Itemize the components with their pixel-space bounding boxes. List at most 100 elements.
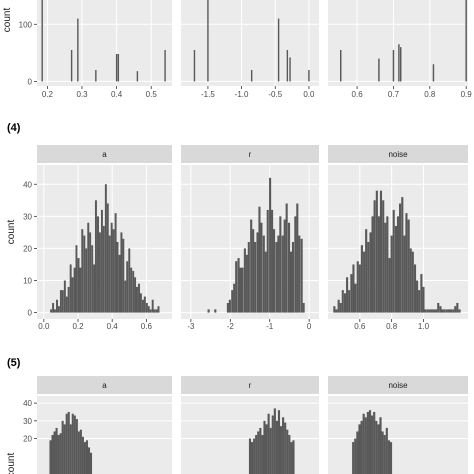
histogram-bar (387, 440, 390, 474)
histogram-bar (147, 306, 150, 313)
histogram-bar (59, 433, 62, 474)
histogram-bar (124, 280, 127, 313)
histogram-bar (281, 235, 284, 313)
histogram-bar (155, 309, 158, 313)
histogram-bar (241, 267, 244, 313)
panel-tag: (4) (7, 122, 21, 134)
facet-strip-label: noise (388, 381, 408, 390)
histogram-bar (416, 280, 419, 313)
x-tick-label: 0.0 (303, 90, 315, 99)
x-tick-label: 0.6 (354, 322, 366, 331)
histogram-bar (352, 264, 355, 313)
y-tick-label: 30 (23, 212, 32, 221)
histogram-bar (277, 235, 280, 313)
panel-background (328, 396, 468, 474)
x-tick-label: 0.2 (42, 90, 54, 99)
histogram-bar (365, 229, 368, 313)
histogram-bar (85, 248, 88, 313)
histogram-bar (75, 245, 78, 313)
histogram-bar (153, 309, 156, 313)
panel-background (328, 0, 468, 86)
histogram-bar (287, 222, 291, 313)
histogram-bar (400, 47, 402, 82)
histogram-bar (67, 411, 70, 474)
y-axis-label: count (2, 8, 13, 33)
histogram-bar (254, 242, 257, 313)
histogram-bar (285, 203, 288, 313)
histogram-bar (130, 267, 133, 313)
histogram-bar (275, 242, 278, 313)
histogram-bar (135, 286, 138, 313)
histogram-bar (258, 206, 261, 313)
histogram-bar (418, 290, 421, 313)
x-tick-label: 0.4 (107, 322, 119, 331)
histogram-bar (343, 293, 347, 313)
histogram-bar (399, 203, 402, 313)
histogram-bar (250, 70, 253, 82)
histogram-bar (102, 225, 105, 313)
histogram-bar (69, 424, 72, 474)
histogram-bar (435, 309, 438, 313)
histogram-bar (358, 264, 361, 313)
histogram-bar (71, 277, 74, 313)
histogram-bar (300, 238, 303, 313)
histogram-bar (354, 438, 357, 474)
histogram-bar (75, 419, 78, 474)
histogram-bar (341, 290, 344, 313)
histogram-bar (269, 427, 272, 474)
histogram-bar (385, 427, 388, 474)
histogram-bar (71, 413, 74, 474)
histogram-bar (337, 299, 340, 313)
histogram-bar (114, 213, 117, 313)
histogram-bar (392, 50, 395, 82)
histogram-bar (57, 306, 60, 313)
histogram-bar (271, 415, 274, 474)
facet-strip (37, 376, 172, 394)
histogram-bar (100, 209, 103, 313)
histogram-bar (291, 242, 295, 313)
histogram-bar (465, 0, 467, 82)
histogram-bar (382, 200, 385, 313)
histogram-bar (298, 235, 301, 313)
facet-panel: r -3 -2 -1 0 (181, 145, 319, 331)
histogram-bar (371, 216, 374, 313)
histogram-bar (262, 235, 265, 313)
histogram-bar (122, 238, 125, 313)
facet-panel: a 20 30 40 (23, 376, 172, 474)
histogram-bar (389, 442, 393, 474)
histogram-bar (256, 232, 259, 313)
histogram-bar (95, 70, 97, 82)
histogram-bar (277, 18, 280, 82)
histogram-bar (366, 411, 369, 474)
facet-panel: noise (328, 376, 468, 474)
x-tick-label: 0.8 (424, 90, 436, 99)
histogram-bar (294, 216, 297, 313)
histogram-bar (253, 438, 256, 474)
histogram-bar (443, 309, 446, 313)
facet-panel: noise 0.6 0.8 1.0 (328, 145, 468, 331)
histogram-bar (396, 216, 400, 313)
facet-strip-label: r (249, 381, 252, 390)
histogram-bar (228, 299, 231, 313)
histogram-bar (91, 245, 94, 313)
histogram-bar (339, 302, 342, 313)
x-tick-label: 0.7 (388, 90, 400, 99)
histogram-bar (409, 248, 412, 313)
histogram-bar (61, 420, 64, 474)
histogram-bar (164, 50, 166, 82)
histogram-bar (290, 442, 293, 474)
histogram-bar (379, 417, 382, 474)
histogram-bar (430, 309, 433, 313)
histogram-bar (53, 431, 56, 474)
x-tick-label: 0.3 (76, 90, 88, 99)
histogram-bar (214, 309, 217, 313)
facet-strip (328, 145, 468, 163)
histogram-bar (422, 286, 425, 313)
histogram-bar (360, 420, 363, 474)
x-tick-label: 0.2 (72, 322, 84, 331)
histogram-bar (428, 309, 431, 313)
histogram-bar (104, 184, 107, 313)
y-tick-label: 40 (23, 180, 32, 189)
histogram-bar (433, 309, 436, 313)
x-tick-label: -1.0 (235, 90, 249, 99)
